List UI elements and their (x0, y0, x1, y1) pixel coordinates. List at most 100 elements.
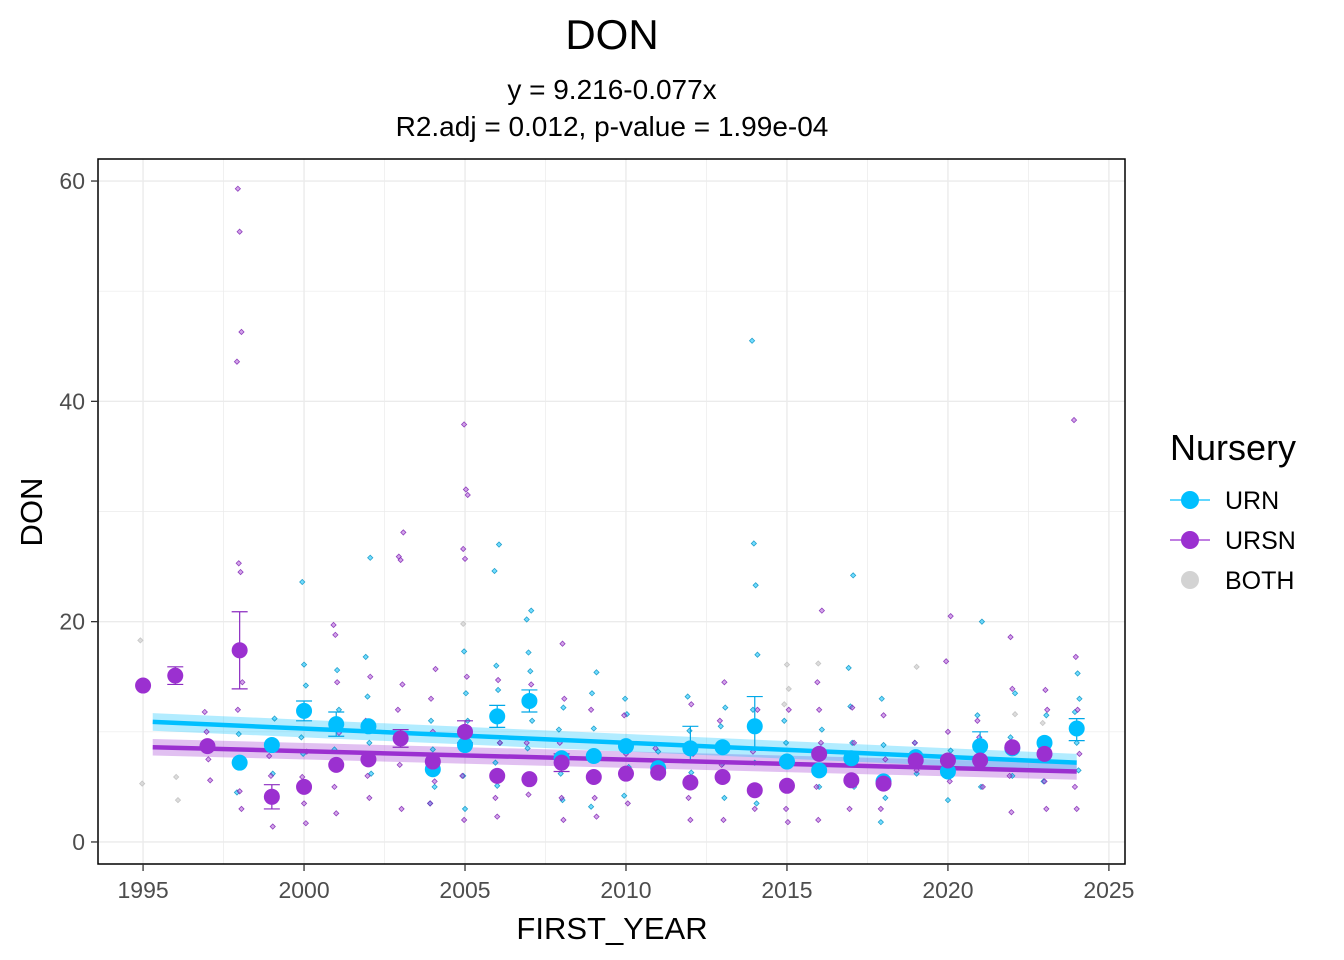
legend-item-urn: URN (1170, 487, 1279, 515)
raw-point-urn (717, 723, 724, 730)
raw-point-both (137, 637, 144, 644)
raw-point-urn (1074, 670, 1081, 677)
raw-point-ursn (367, 673, 374, 680)
raw-point-ursn (1009, 685, 1016, 693)
raw-point-ursn (587, 706, 595, 713)
mean-point-ursn (972, 752, 989, 769)
mean-point-ursn (328, 756, 345, 773)
mean-point-urn (1068, 720, 1085, 737)
raw-point-ursn (239, 679, 246, 686)
raw-point-ursn (687, 816, 694, 824)
raw-point-urn (235, 730, 242, 738)
raw-point-ursn (238, 328, 245, 336)
raw-point-ursn (201, 708, 208, 716)
raw-point-urn (528, 607, 535, 614)
raw-point-urn (722, 704, 729, 711)
raw-point-both (173, 773, 180, 781)
raw-point-ursn (461, 555, 469, 563)
raw-point-both (913, 663, 920, 670)
raw-point-ursn (333, 810, 340, 817)
raw-point-ursn (238, 805, 245, 813)
raw-point-ursn (235, 560, 242, 567)
raw-point-ursn (432, 665, 439, 673)
raw-point-ursn (460, 816, 468, 824)
mean-point-urn (489, 708, 506, 725)
raw-point-ursn (782, 805, 790, 813)
raw-point-ursn (1007, 633, 1014, 641)
raw-point-urn (1073, 739, 1080, 746)
raw-point-urn (367, 770, 375, 777)
raw-point-both (460, 620, 467, 628)
mean-point-urn (585, 748, 602, 765)
raw-point-ursn (561, 695, 568, 702)
raw-point-urn (460, 648, 468, 655)
raw-point-ursn (236, 228, 243, 235)
raw-point-ursn (850, 739, 858, 746)
raw-point-ursn (818, 607, 826, 614)
raw-point-ursn (523, 739, 530, 746)
mean-point-urn (1036, 734, 1053, 751)
raw-point-ursn (846, 805, 853, 813)
raw-point-ursn (460, 421, 468, 428)
raw-point-urn (364, 693, 371, 700)
raw-point-ursn (265, 752, 273, 760)
raw-point-ursn (397, 556, 404, 564)
mean-point-ursn (231, 642, 248, 659)
raw-point-urn (880, 741, 887, 749)
raw-point-urn (913, 770, 920, 777)
raw-point-urn (492, 759, 499, 766)
raw-point-ursn (1076, 750, 1083, 758)
mean-point-ursn (199, 738, 216, 755)
raw-point-urn (271, 715, 278, 722)
raw-point-urn (366, 739, 373, 746)
raw-point-urn (750, 540, 758, 547)
raw-point-both (815, 660, 822, 667)
mean-point-ursn (392, 730, 409, 747)
mean-point-ursn (424, 753, 441, 770)
raw-point-ursn (784, 818, 792, 826)
mean-point-ursn (457, 723, 474, 740)
raw-point-both (174, 796, 182, 804)
raw-point-ursn (560, 816, 567, 824)
raw-point-urn (302, 682, 310, 689)
mean-point-urn (617, 738, 634, 755)
raw-point-ursn (624, 800, 631, 807)
raw-point-urn (461, 805, 469, 813)
raw-point-ursn (1006, 772, 1013, 780)
raw-point-ursn (494, 676, 502, 684)
raw-point-ursn (882, 756, 889, 763)
mean-point-ursn (811, 745, 828, 762)
raw-point-urn (429, 746, 436, 753)
raw-point-both (1039, 719, 1046, 727)
raw-point-ursn (944, 728, 952, 735)
raw-point-ursn (721, 679, 728, 686)
legend-item-both: BOTH (1181, 567, 1294, 595)
raw-point-ursn (817, 739, 825, 746)
raw-point-ursn (528, 681, 535, 688)
raw-point-urn (300, 661, 308, 668)
raw-point-ursn (1074, 706, 1081, 713)
y-tick-label: 60 (59, 168, 85, 194)
raw-point-urn (495, 541, 503, 548)
raw-point-ursn (399, 681, 406, 688)
raw-point-both (139, 780, 146, 787)
raw-point-urn (845, 664, 852, 672)
mean-point-ursn (263, 788, 280, 805)
raw-point-ursn (492, 794, 499, 802)
raw-point-urn (655, 748, 662, 755)
raw-point-ursn (233, 358, 241, 365)
raw-point-ursn (1008, 809, 1015, 816)
raw-point-ursn (1072, 653, 1079, 661)
raw-point-ursn (688, 701, 695, 708)
raw-point-urn (754, 651, 761, 658)
mean-point-urn (457, 737, 474, 754)
raw-point-ursn (1073, 805, 1080, 813)
x-tick-label: 2020 (922, 877, 973, 903)
mean-point-ursn (360, 751, 377, 768)
raw-point-urn (878, 695, 885, 702)
raw-point-ursn (880, 712, 887, 719)
raw-point-ursn (364, 772, 371, 780)
mean-point-urn (296, 702, 313, 719)
raw-point-ursn (591, 794, 598, 802)
raw-point-urn (298, 734, 305, 741)
